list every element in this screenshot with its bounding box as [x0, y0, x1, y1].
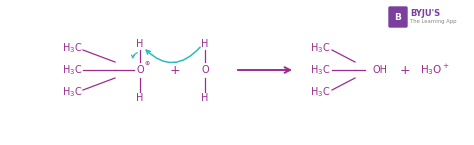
Text: B: B	[394, 12, 401, 21]
Text: O: O	[136, 65, 144, 75]
Text: H: H	[137, 39, 144, 49]
Text: H$_3$C: H$_3$C	[62, 41, 82, 55]
Text: OH: OH	[373, 65, 388, 75]
Text: H: H	[137, 93, 144, 103]
Text: BYJU'S: BYJU'S	[410, 9, 440, 18]
Text: $\oplus$: $\oplus$	[144, 59, 150, 67]
FancyArrowPatch shape	[146, 47, 200, 62]
Text: The Learning App: The Learning App	[410, 19, 456, 23]
Text: O: O	[201, 65, 209, 75]
Text: H$_3$O$^+$: H$_3$O$^+$	[420, 62, 450, 77]
FancyArrowPatch shape	[132, 53, 137, 58]
Text: +: +	[170, 64, 180, 77]
Text: H: H	[201, 93, 209, 103]
Text: H: H	[201, 39, 209, 49]
Text: +: +	[400, 64, 410, 77]
Text: H$_3$C: H$_3$C	[62, 85, 82, 99]
Text: H$_3$C: H$_3$C	[310, 85, 330, 99]
FancyBboxPatch shape	[389, 7, 407, 27]
Text: H$_3$C: H$_3$C	[310, 63, 330, 77]
Text: H$_3$C: H$_3$C	[310, 41, 330, 55]
Text: H$_3$C: H$_3$C	[62, 63, 82, 77]
